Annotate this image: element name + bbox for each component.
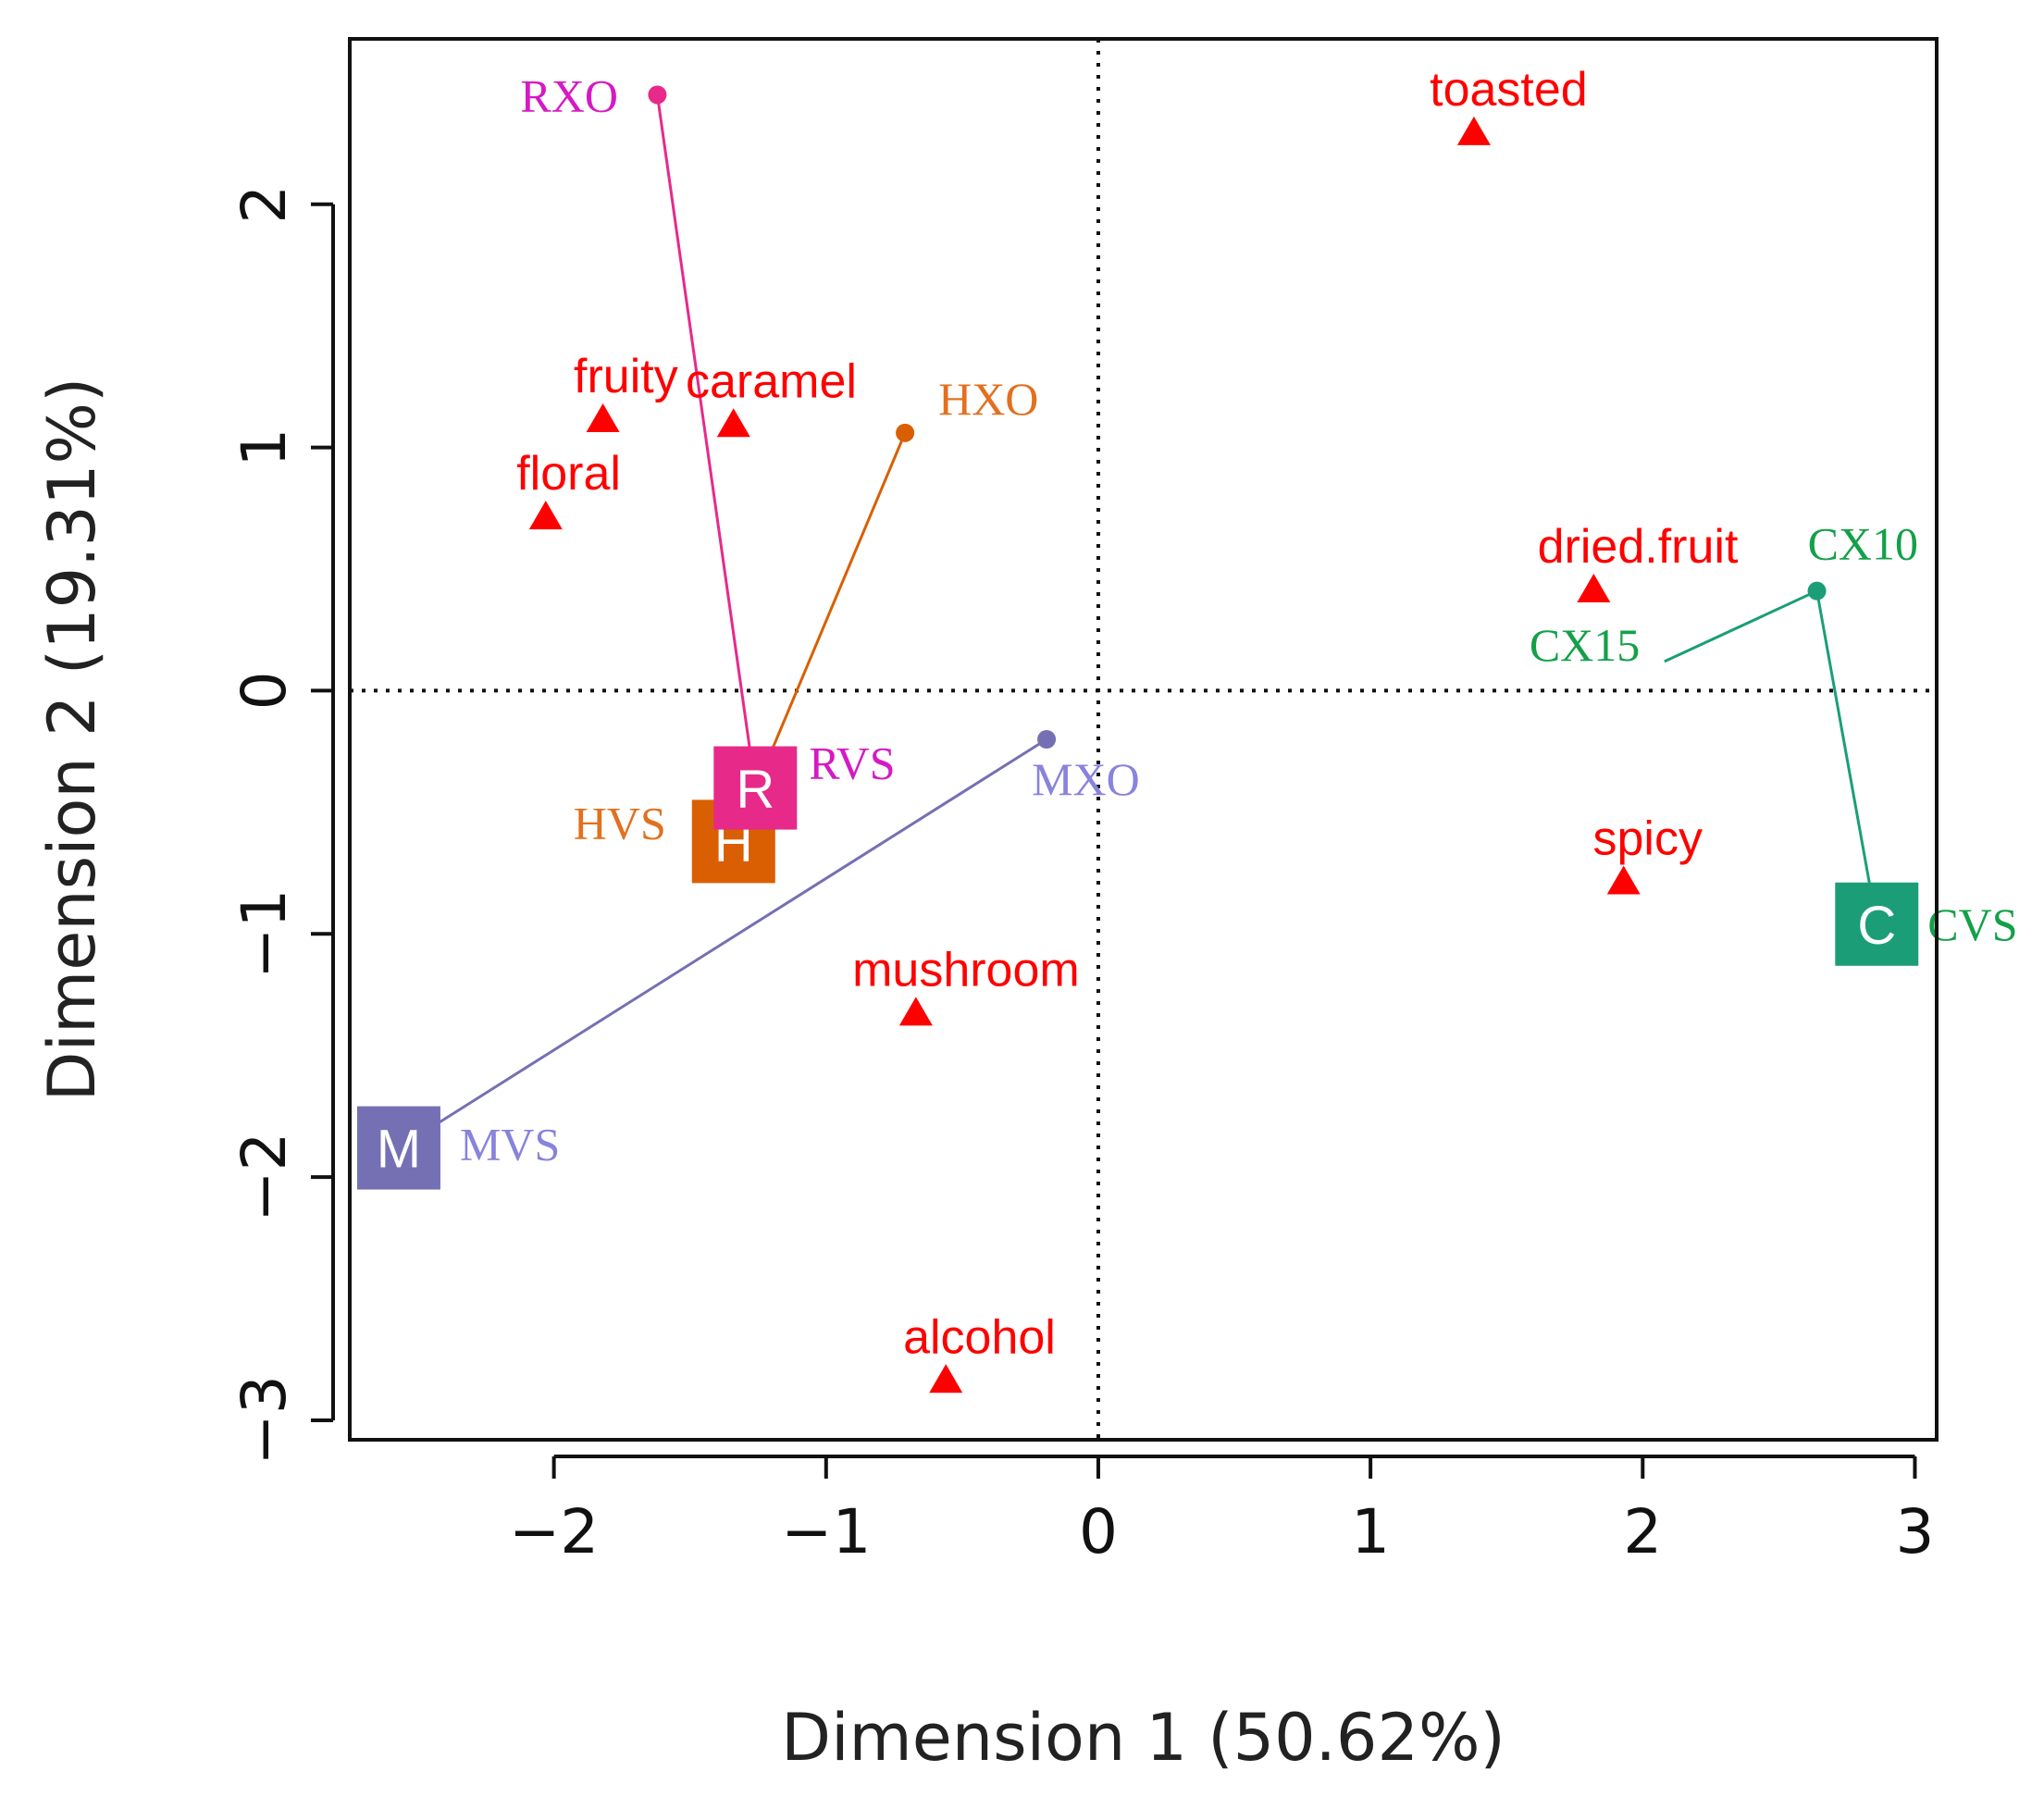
attribute-label: caramel <box>686 354 857 408</box>
x-tick-label: 1 <box>1351 1496 1390 1567</box>
y-tick-label: 1 <box>229 428 300 467</box>
y-tick-label: 0 <box>229 671 300 710</box>
y-tick-label: −1 <box>229 889 300 979</box>
centroid-label: MVS <box>460 1119 560 1170</box>
centroid-letter: C <box>1857 896 1896 956</box>
centroid-square <box>1835 882 1919 966</box>
attribute-marker <box>528 501 563 530</box>
attribute-label: floral <box>516 447 621 501</box>
connector-line-r <box>655 94 757 788</box>
centroid-label: RVS <box>809 737 895 789</box>
attribute-marker <box>898 997 933 1026</box>
y-tick-label: −2 <box>229 1132 300 1221</box>
centroid-letter: M <box>377 1120 421 1180</box>
attribute-points: toasted fruity caramel floral dried.fruit spi… <box>516 63 1739 1393</box>
attribute-label: spicy <box>1593 811 1703 865</box>
y-axis-title: Dimension 2 (19.31%) <box>34 378 110 1102</box>
x-tick-label: 0 <box>1079 1496 1118 1567</box>
attribute-marker <box>929 1364 963 1393</box>
y-tick-label: 2 <box>229 185 300 224</box>
x-tick-label: −1 <box>781 1496 871 1567</box>
connector-line-m <box>398 737 1047 1149</box>
axes: −2 −1 0 1 2 3 −3 −2 −1 0 1 2 <box>229 185 1934 1567</box>
connector-line-c <box>1664 588 1878 925</box>
centroid-letter: R <box>736 760 774 820</box>
plot-frame <box>348 37 1939 1442</box>
product-label: HXO <box>938 373 1038 425</box>
product-label: CX10 <box>1808 518 1918 570</box>
attribute-label: mushroom <box>852 943 1080 997</box>
attribute-marker <box>1606 865 1641 895</box>
centroid-label: CVS <box>1927 898 2017 950</box>
group-connector-lines <box>398 94 1878 1149</box>
product-label: MXO <box>1032 753 1140 805</box>
y-tick-label: −3 <box>229 1375 300 1465</box>
x-tick-label: −2 <box>509 1496 599 1567</box>
product-point <box>1037 730 1057 749</box>
x-axis-title: Dimension 1 (50.62%) <box>781 1700 1505 1776</box>
attribute-label: toasted <box>1430 63 1588 117</box>
product-label: CX15 <box>1530 619 1640 671</box>
centroid-label: HVS <box>574 797 666 848</box>
attribute-marker <box>1456 116 1491 145</box>
attribute-marker <box>586 403 620 433</box>
product-label: RXO <box>520 69 618 121</box>
attribute-label: fruity <box>574 350 678 403</box>
product-point <box>648 85 667 105</box>
x-tick-label: 2 <box>1623 1496 1662 1567</box>
centroid-square <box>713 746 798 830</box>
product-point <box>1807 581 1827 601</box>
centroid-square <box>356 1106 440 1190</box>
attribute-marker <box>716 408 750 438</box>
attribute-marker <box>1577 574 1611 603</box>
attribute-label: alcohol <box>903 1310 1056 1364</box>
attribute-label: dried.fruit <box>1538 520 1739 574</box>
product-point <box>896 423 915 442</box>
reference-lines <box>350 39 1937 1440</box>
x-tick-label: 3 <box>1895 1496 1934 1567</box>
